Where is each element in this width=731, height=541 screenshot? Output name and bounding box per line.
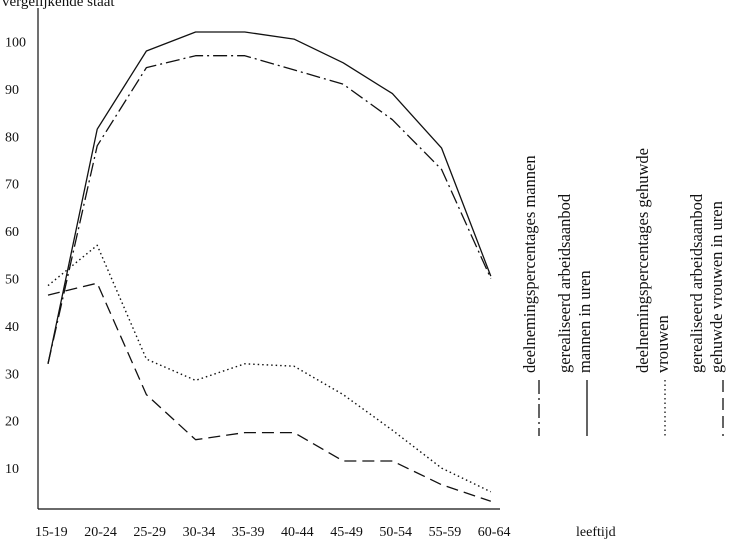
series-line-2 <box>47 31 492 364</box>
x-tick-label: 25-29 <box>133 525 166 540</box>
y-tick-label: 80 <box>5 130 19 145</box>
x-tick-label: 15-19 <box>35 525 68 540</box>
series-line-3 <box>47 244 492 493</box>
legend-label: vrouwen <box>653 315 672 373</box>
y-tick-labels: 10 20 30 40 50 60 70 80 90 100 <box>5 36 26 478</box>
header-text: vergelijkende staat <box>2 0 115 10</box>
x-tick-label: 30-34 <box>183 525 216 540</box>
y-tick-label: 30 <box>5 367 19 382</box>
y-tick-label: 20 <box>5 415 19 430</box>
legend-label: gerealiseerd arbeidsaanbod <box>555 193 574 373</box>
axes <box>37 8 500 510</box>
legend-entry-3: deelnemingspercentages gehuwde vrouwen <box>633 148 672 436</box>
x-tick-label: 20-24 <box>84 525 117 540</box>
x-axis-label: leeftijd <box>576 525 616 540</box>
legend-label: gerealiseerd arbeidsaanbod <box>687 193 706 373</box>
y-tick-label: 40 <box>5 320 19 335</box>
y-tick-label: 60 <box>5 225 19 240</box>
y-tick-label: 50 <box>5 273 19 288</box>
legend-label: deelnemingspercentages mannen <box>520 155 539 373</box>
y-tick-label: 70 <box>5 178 19 193</box>
legend-entry-1: deelnemingspercentages mannen <box>520 155 540 436</box>
legend-label: mannen in uren <box>575 270 594 373</box>
x-tick-label: 35-39 <box>232 525 265 540</box>
legend-entry-4: gerealiseerd arbeidsaanbod gehuwde vrouwe… <box>687 193 726 436</box>
y-tick-label: 100 <box>5 36 26 51</box>
x-tick-labels: 15-19 20-24 25-29 30-34 35-39 40-44 45-49 50-54… <box>35 525 510 540</box>
y-tick-label: 10 <box>5 462 19 477</box>
legend-label: deelnemingspercentages gehuwde <box>633 148 652 373</box>
x-tick-label: 55-59 <box>429 525 462 540</box>
y-tick-label: 90 <box>5 83 19 98</box>
x-tick-label: 60-64 <box>478 525 511 540</box>
legend-entry-2: gerealiseerd arbeidsaanbod mannen in uren <box>555 193 594 436</box>
x-tick-label: 50-54 <box>379 525 412 540</box>
x-tick-label: 45-49 <box>330 525 363 540</box>
series-lines <box>47 31 492 502</box>
x-tick-label: 40-44 <box>281 525 314 540</box>
legend-label: gehuwde vrouwen in uren <box>707 201 726 373</box>
legend: deelnemingspercentages mannen gerealiseer… <box>520 148 726 436</box>
series-line-4 <box>47 282 492 502</box>
series-line-1 <box>47 55 492 364</box>
